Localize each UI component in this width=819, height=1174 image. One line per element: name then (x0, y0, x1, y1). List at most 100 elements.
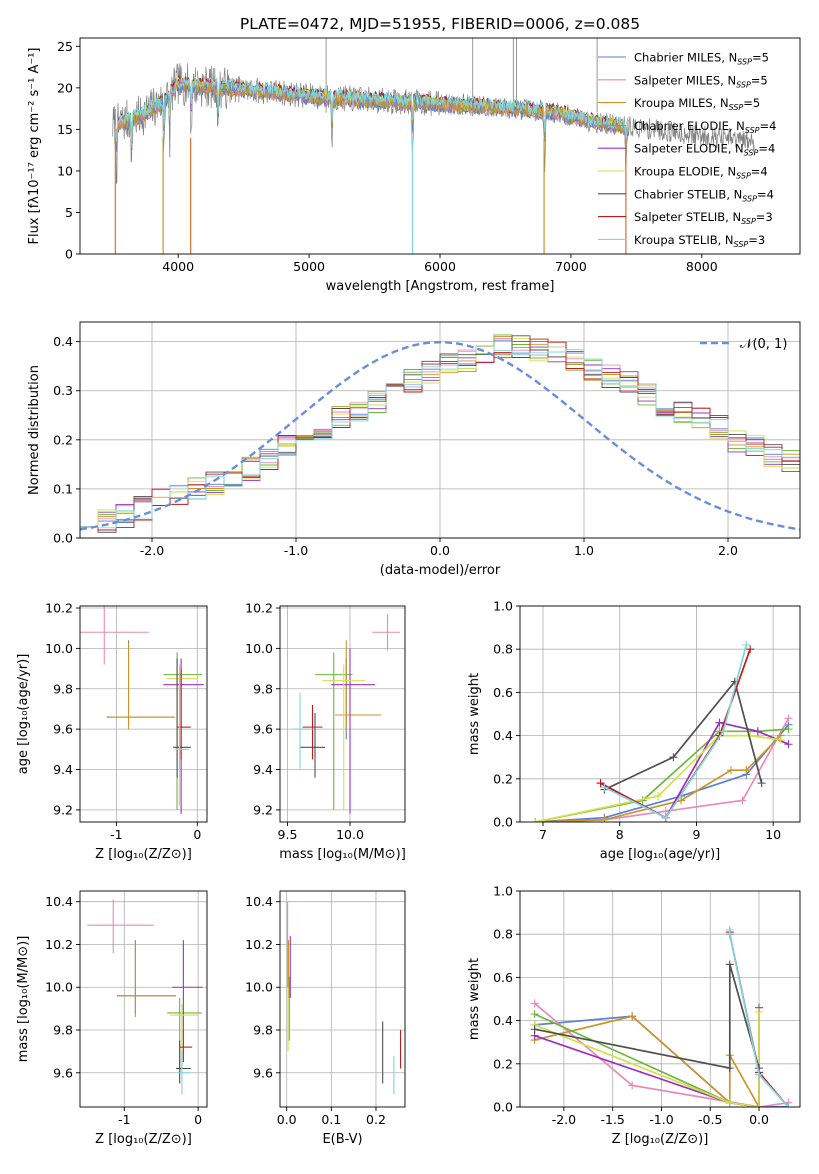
x-tick-label: 0 (193, 827, 201, 842)
x-tick-label: 8000 (686, 259, 718, 274)
errorbar-point-5 (166, 664, 198, 806)
mass-weight-marker-7 (596, 779, 605, 788)
mass-weight-marker-8 (725, 930, 734, 939)
mass-weight-vs-Z-plot-area (530, 925, 793, 1107)
mass-vs-EBV-plot-area (287, 901, 402, 1095)
x-tick-label: 1.0 (574, 543, 594, 558)
residual-histogram-7 (80, 338, 800, 531)
mass-weight-line-6 (604, 679, 763, 791)
spectrum-legend: Chabrier MILES, NSSP=5 Salpeter MILES, NS… (598, 51, 776, 249)
y-tick-label: 10.0 (45, 980, 73, 995)
y-tick-label: 9.8 (53, 1023, 73, 1038)
errorbar-point-7 (302, 704, 323, 760)
age-vs-mass-plot-area (292, 614, 400, 814)
y-tick-label: 0.4 (493, 728, 513, 743)
y-tick-label: 0.4 (493, 1013, 513, 1028)
errorbar-point-8 (177, 1051, 191, 1095)
mass-weight-marker-6 (530, 1025, 539, 1034)
errorbar-point-0 (106, 640, 175, 726)
x-tick-label: 7 (539, 827, 547, 842)
y-tick-label: 10.4 (245, 894, 273, 909)
y-tick-label: 9.6 (53, 722, 73, 737)
y-tick-label: 9.8 (53, 681, 73, 696)
mass-weight-line-5 (534, 1012, 760, 1107)
mass-weight-marker-5 (755, 1007, 764, 1016)
mass-weight-marker-8 (784, 1103, 793, 1107)
mass-weight-marker-8 (600, 783, 609, 792)
y-tick-label: 1.0 (493, 884, 513, 899)
mass-weight-marker-8 (661, 813, 670, 822)
spectrum-plot-area (112, 38, 755, 254)
x-axis-label: Z [log₁₀(Z/Z⊙)] (612, 1132, 709, 1147)
errorbar-point-1 (80, 606, 149, 665)
mass-weight-line-8 (604, 644, 748, 819)
x-tick-label: -1.0 (284, 543, 308, 558)
age-vs-Z-panel: -1 0 9.2 9.4 9.6 9.8 10.0 10.2 Z [log₁₀(Z/Z⊙)] ag… (16, 601, 208, 862)
mass-weight-marker-1 (530, 999, 539, 1008)
mass-weight-marker-8 (755, 1070, 764, 1079)
errorbar-point-1 (372, 614, 400, 651)
residual-histogram-8 (80, 345, 800, 529)
y-axis-label: Normed distribution (27, 365, 42, 495)
y-tick-label: 9.8 (253, 1023, 273, 1038)
spectrum-panel: 4000 5000 6000 7000 8000 0 5 10 15 20 25 wavelength… (27, 37, 801, 294)
y-tick-label: 10.4 (45, 894, 73, 909)
mass-weight-marker-6 (730, 677, 739, 686)
legend-entry-0: Chabrier MILES, NSSP=5 (634, 51, 769, 67)
mass-weight-marker-2 (726, 766, 735, 775)
y-tick-label: 0 (65, 247, 73, 262)
mass-weight-vs-age-frame (519, 605, 801, 823)
mass-vs-Z-frame (79, 890, 208, 1108)
x-axis-label: Z [log₁₀(Z/Z⊙)] (95, 847, 192, 862)
x-tick-label: -1.0 (649, 1112, 673, 1127)
x-tick-label: 9.5 (278, 827, 298, 842)
mass-vs-Z-plot-area (87, 899, 203, 1095)
errorbar-point-2 (109, 642, 174, 730)
y-axis-label: mass weight (467, 958, 482, 1040)
mass-weight-marker-3 (530, 1010, 539, 1019)
y-tick-label: 20 (57, 80, 73, 95)
y-tick-label: 0.0 (53, 531, 73, 546)
x-tick-label: 0 (194, 1112, 202, 1127)
mass-weight-marker-2 (677, 796, 686, 805)
y-tick-label: 0.6 (493, 970, 513, 985)
mass-vs-Z-panel: -1 0 9.6 9.8 10.0 10.2 10.4 Z [log₁₀(Z/Z⊙)] mass… (16, 890, 208, 1147)
y-tick-label: 0.2 (53, 432, 73, 447)
mass-weight-marker-6 (757, 779, 766, 788)
errorbar-point-1 (87, 899, 154, 954)
mass-weight-marker-6 (669, 753, 678, 762)
y-tick-label: 15 (57, 122, 73, 137)
mass-weight-marker-2 (628, 1012, 637, 1021)
mass-weight-line-6 (534, 964, 760, 1070)
x-axis-label: age [log₁₀(age/yr)] (600, 847, 721, 862)
residuals-panel: -2.0 -1.0 0.0 1.0 2.0 0.0 0.1 0.2 0.3 0.4 (data-mo… (27, 321, 801, 578)
errorbar-point-6 (173, 658, 191, 778)
mass-weight-marker-4 (784, 740, 793, 749)
x-axis-label: Z [log₁₀(Z/Z⊙)] (95, 1132, 192, 1147)
x-tick-label: 0.0 (277, 1112, 297, 1127)
x-tick-label: -0.5 (698, 1112, 722, 1127)
x-tick-label: 7000 (555, 259, 587, 274)
mass-weight-marker-5 (755, 1103, 764, 1107)
y-tick-label: 9.6 (253, 1065, 273, 1080)
y-tick-label: 9.2 (253, 802, 273, 817)
y-axis-label: mass weight (467, 673, 482, 755)
x-tick-label: 10 (765, 827, 781, 842)
x-tick-label: 0.2 (366, 1112, 386, 1127)
errorbar-point-8 (174, 672, 190, 770)
mass-weight-marker-6 (725, 960, 734, 969)
y-tick-label: 0.2 (493, 771, 513, 786)
mass-weight-vs-age-plot-area (531, 640, 793, 822)
mass-weight-marker-8 (742, 640, 751, 649)
y-tick-label: 25 (57, 39, 73, 54)
legend-entry-2: Kroupa MILES, NSSP=5 (634, 96, 760, 112)
y-tick-label: 0.4 (53, 334, 73, 349)
age-vs-mass-frame (279, 605, 406, 823)
y-tick-label: 0.8 (493, 642, 513, 657)
y-tick-label: 5 (65, 205, 73, 220)
y-tick-label: 9.6 (53, 1065, 73, 1080)
y-tick-label: 0.3 (53, 383, 73, 398)
errorbar-point-0 (337, 658, 357, 740)
mass-weight-marker-1 (738, 796, 747, 805)
